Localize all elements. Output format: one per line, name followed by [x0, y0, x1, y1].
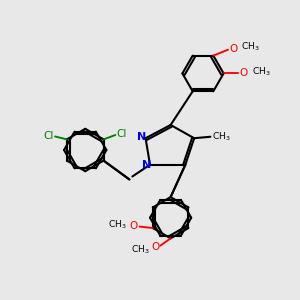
Text: N: N [137, 132, 146, 142]
Text: CH$_3$: CH$_3$ [212, 130, 230, 143]
Text: CH$_3$: CH$_3$ [241, 40, 260, 53]
Text: N: N [142, 160, 151, 170]
Text: CH$_3$: CH$_3$ [131, 243, 149, 256]
Text: Cl: Cl [43, 131, 54, 141]
Text: O: O [230, 44, 238, 54]
Text: O: O [151, 242, 159, 252]
Text: CH$_3$: CH$_3$ [108, 219, 126, 231]
Text: Cl: Cl [117, 129, 127, 140]
Text: O: O [240, 68, 248, 78]
Text: CH$_3$: CH$_3$ [252, 66, 270, 78]
Text: O: O [130, 221, 138, 231]
